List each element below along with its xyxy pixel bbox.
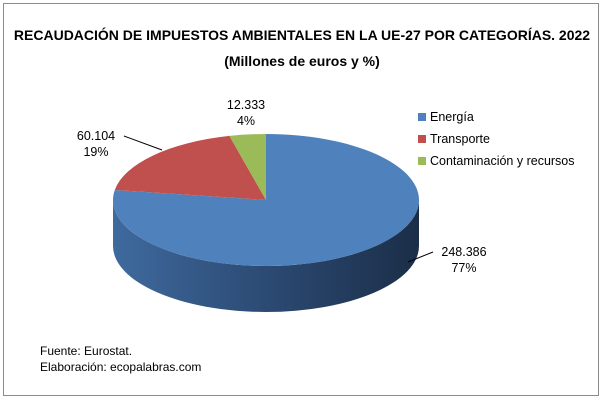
leader-line-energia xyxy=(407,251,434,263)
legend-item-energia: Energía xyxy=(418,106,575,128)
percent-label: 19% xyxy=(83,145,109,159)
leader-line-transporte xyxy=(123,135,163,151)
percent-label: 77% xyxy=(451,261,477,275)
pie-slice-1 xyxy=(114,135,266,200)
source-note: Fuente: Eurostat. xyxy=(40,344,133,358)
legend-label: Contaminación y recursos xyxy=(430,154,575,168)
chart-title: RECAUDACIÓN DE IMPUESTOS AMBIENTALES EN … xyxy=(13,27,591,43)
legend-item-contaminacion: Contaminación y recursos xyxy=(418,150,575,172)
pie-slice-2 xyxy=(229,134,266,200)
data-label-transporte: 60.104 19% xyxy=(66,128,126,160)
legend-label: Transporte xyxy=(430,132,490,146)
legend-label: Energía xyxy=(430,110,474,124)
value-label: 12.333 xyxy=(226,98,266,112)
elaboration-note: Elaboración: ecopalabras.com xyxy=(40,360,202,374)
legend-swatch xyxy=(418,157,426,165)
pie-side-energia xyxy=(113,200,419,312)
value-label: 248.386 xyxy=(441,245,487,259)
data-label-contaminacion: 12.333 4% xyxy=(216,97,276,129)
data-label-energia: 248.386 77% xyxy=(432,244,496,276)
value-label: 60.104 xyxy=(76,129,116,143)
legend: Energía Transporte Contaminación y recur… xyxy=(418,106,575,172)
legend-swatch xyxy=(418,135,426,143)
legend-item-transporte: Transporte xyxy=(418,128,575,150)
legend-swatch xyxy=(418,113,426,121)
chart-subtitle: (Millones de euros y %) xyxy=(224,53,380,69)
percent-label: 4% xyxy=(236,114,256,128)
chart-frame xyxy=(3,3,599,396)
